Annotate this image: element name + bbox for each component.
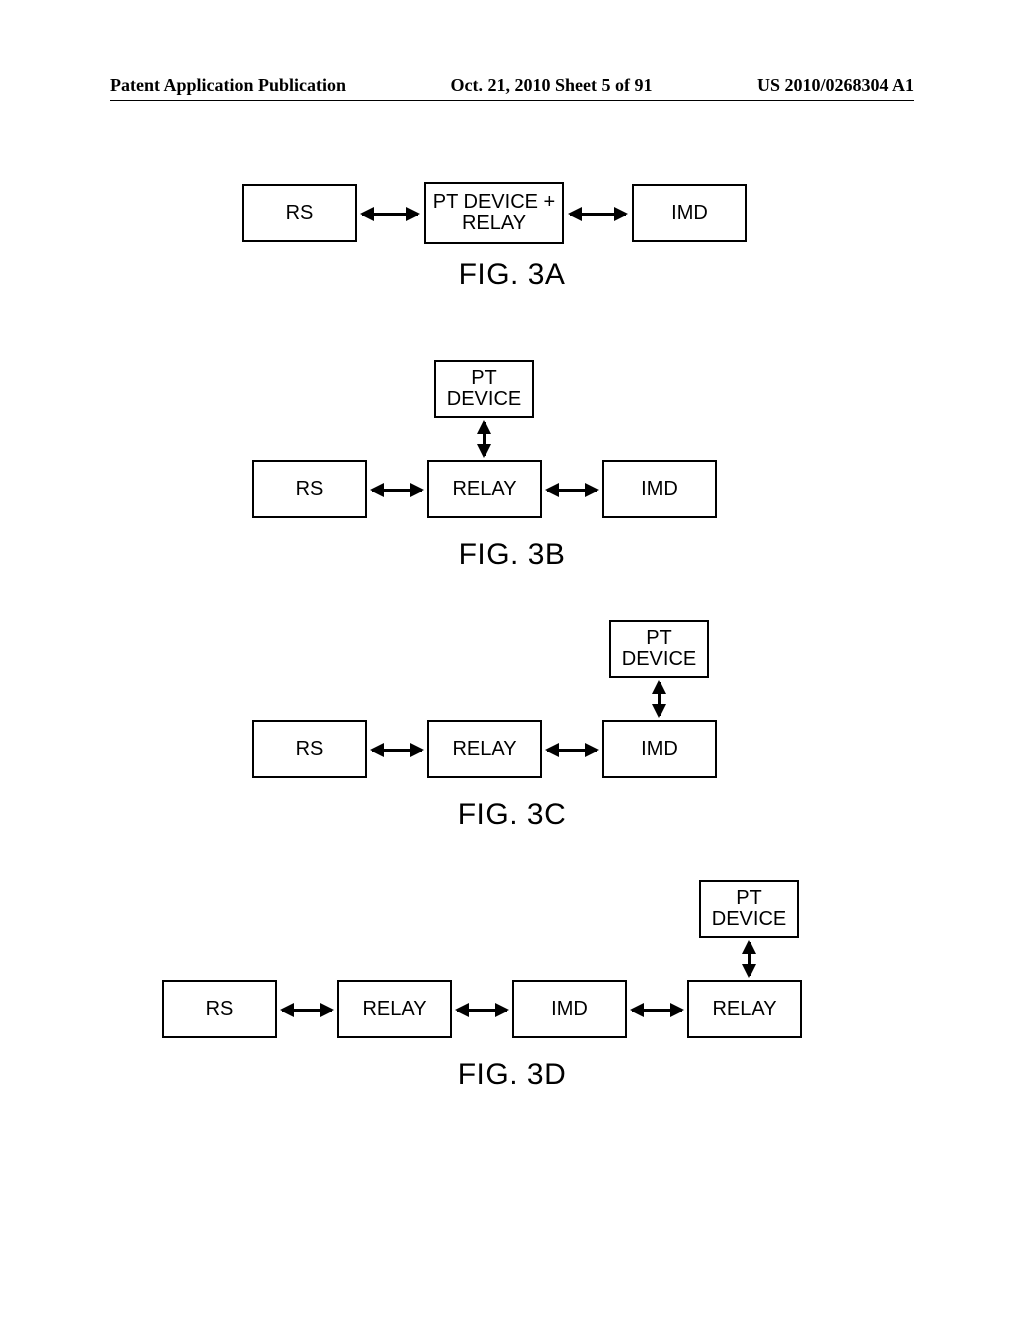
fig3c-box-rs: RS xyxy=(252,720,367,778)
fig3b-diagram: PT DEVICE RS RELAY IMD xyxy=(252,360,772,530)
header-rule xyxy=(110,100,914,101)
fig3b-box-imd: IMD xyxy=(602,460,717,518)
fig3a-box-imd: IMD xyxy=(632,184,747,242)
fig3d-box-rs: RS xyxy=(162,980,277,1038)
fig3a-caption: FIG. 3A xyxy=(0,258,1024,292)
fig3b-ptd-label: PT DEVICE xyxy=(447,368,521,410)
fig3b-rs-label: RS xyxy=(296,479,324,500)
fig3b-box-ptd: PT DEVICE xyxy=(434,360,534,418)
fig3b-caption: FIG. 3B xyxy=(0,538,1024,572)
fig3c-diagram: PT DEVICE RS RELAY IMD xyxy=(252,620,772,790)
fig3a-diagram: RS PT DEVICE + RELAY IMD xyxy=(242,180,782,250)
fig3c-box-imd: IMD xyxy=(602,720,717,778)
fig3a-box-rs: RS xyxy=(242,184,357,242)
fig3c-arrow-v xyxy=(658,682,661,716)
fig3a-arrow-1 xyxy=(362,213,418,216)
figure-3c: PT DEVICE RS RELAY IMD FIG. 3C xyxy=(0,620,1024,832)
fig3d-relay1-label: RELAY xyxy=(362,999,426,1020)
figure-3b: PT DEVICE RS RELAY IMD FIG. 3B xyxy=(0,360,1024,572)
fig3d-relay2-label: RELAY xyxy=(712,999,776,1020)
fig3b-arrow-v xyxy=(483,422,486,456)
fig3d-arrow-1 xyxy=(282,1009,332,1012)
fig3b-box-relay: RELAY xyxy=(427,460,542,518)
fig3c-box-ptd: PT DEVICE xyxy=(609,620,709,678)
fig3d-box-ptd: PT DEVICE xyxy=(699,880,799,938)
fig3d-arrow-2 xyxy=(457,1009,507,1012)
fig3a-arrow-2 xyxy=(570,213,626,216)
fig3b-imd-label: IMD xyxy=(641,479,678,500)
page-header: Patent Application Publication Oct. 21, … xyxy=(0,75,1024,96)
fig3c-box-relay: RELAY xyxy=(427,720,542,778)
fig3c-caption: FIG. 3C xyxy=(0,798,1024,832)
fig3b-relay-label: RELAY xyxy=(452,479,516,500)
fig3c-ptd-label: PT DEVICE xyxy=(622,628,696,670)
fig3c-relay-label: RELAY xyxy=(452,739,516,760)
header-left: Patent Application Publication xyxy=(110,75,346,96)
fig3a-box-ptd-relay: PT DEVICE + RELAY xyxy=(424,182,564,244)
fig3d-box-imd: IMD xyxy=(512,980,627,1038)
fig3d-ptd-label: PT DEVICE xyxy=(712,888,786,930)
fig3c-arrow-1 xyxy=(372,749,422,752)
fig3a-imd-label: IMD xyxy=(671,203,708,224)
fig3d-rs-label: RS xyxy=(206,999,234,1020)
fig3d-arrow-3 xyxy=(632,1009,682,1012)
header-center: Oct. 21, 2010 Sheet 5 of 91 xyxy=(451,75,653,96)
fig3a-ptd-label: PT DEVICE + RELAY xyxy=(433,192,555,234)
fig3d-box-relay2: RELAY xyxy=(687,980,802,1038)
figure-3a: RS PT DEVICE + RELAY IMD FIG. 3A xyxy=(0,180,1024,292)
fig3b-arrow-1 xyxy=(372,489,422,492)
fig3b-box-rs: RS xyxy=(252,460,367,518)
fig3d-box-relay1: RELAY xyxy=(337,980,452,1038)
fig3b-arrow-2 xyxy=(547,489,597,492)
fig3c-rs-label: RS xyxy=(296,739,324,760)
fig3d-caption: FIG. 3D xyxy=(0,1058,1024,1092)
fig3c-imd-label: IMD xyxy=(641,739,678,760)
fig3d-imd-label: IMD xyxy=(551,999,588,1020)
page: Patent Application Publication Oct. 21, … xyxy=(0,0,1024,1320)
fig3c-arrow-2 xyxy=(547,749,597,752)
fig3a-rs-label: RS xyxy=(286,203,314,224)
header-right: US 2010/0268304 A1 xyxy=(757,75,914,96)
fig3d-arrow-v xyxy=(748,942,751,976)
fig3d-diagram: PT DEVICE RS RELAY IMD RELAY xyxy=(162,880,862,1050)
figure-3d: PT DEVICE RS RELAY IMD RELAY FIG. 3D xyxy=(0,880,1024,1092)
